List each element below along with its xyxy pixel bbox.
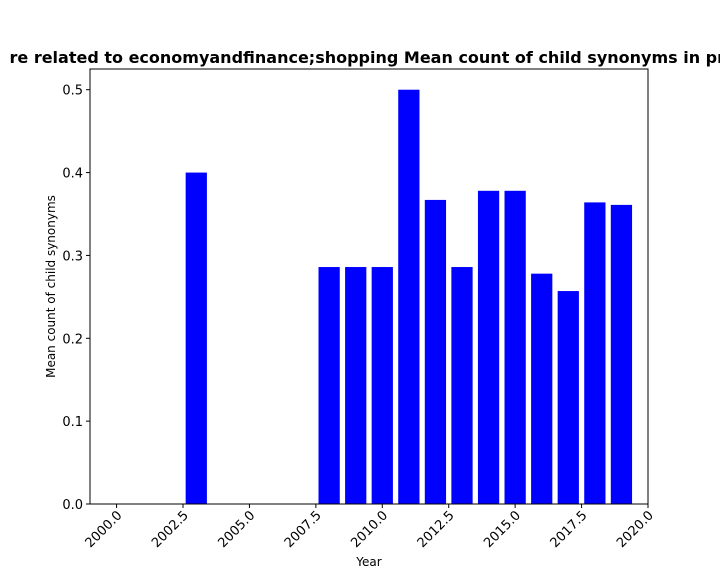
bar-2003 <box>185 172 207 505</box>
bar-2012 <box>424 199 447 504</box>
bar-2008 <box>318 267 340 504</box>
x-tick-label: 2002.5 <box>149 508 192 551</box>
bars-group <box>185 89 633 505</box>
x-tick-label: 2020.0 <box>614 508 657 551</box>
bar-2018 <box>584 202 606 504</box>
y-tick-label: 0.2 <box>62 332 83 347</box>
bar-2011 <box>398 89 420 504</box>
x-tick-label: 2017.5 <box>548 508 591 551</box>
plot-frame <box>89 68 649 505</box>
x-axis-label: Year <box>355 555 381 569</box>
bar-2019 <box>610 204 633 504</box>
x-tick-label: 2012.5 <box>415 508 458 551</box>
chart-title: re related to economyandfinance;shopping… <box>10 48 720 67</box>
bar-2017 <box>557 291 579 504</box>
x-tick-label: 2005.0 <box>215 508 258 551</box>
y-axis-ticks: 0.0 0.1 0.2 0.3 0.4 0.5 <box>62 84 90 513</box>
bar-2009 <box>345 267 367 504</box>
bar-2010 <box>371 267 393 504</box>
x-axis-ticks: 2000.0 2002.5 2005.0 2007.5 2010.0 2012.5 2015… <box>83 504 657 551</box>
y-tick-label: 0.4 <box>62 167 83 182</box>
bar-2015 <box>504 190 526 505</box>
y-tick-label: 0.3 <box>62 249 83 264</box>
x-tick-label: 2010.0 <box>348 508 391 551</box>
x-tick-label: 2007.5 <box>282 508 325 551</box>
bar-2016 <box>531 273 553 504</box>
x-tick-label: 2015.0 <box>481 508 524 551</box>
bar-2013 <box>451 267 473 504</box>
y-tick-label: 0.1 <box>62 415 83 430</box>
y-axis-label: Mean count of child synonyms <box>44 195 58 378</box>
x-tick-label: 2000.0 <box>83 508 126 551</box>
bar-2014 <box>477 190 500 505</box>
y-tick-label: 0.5 <box>62 84 83 99</box>
y-tick-label: 0.0 <box>62 498 83 513</box>
